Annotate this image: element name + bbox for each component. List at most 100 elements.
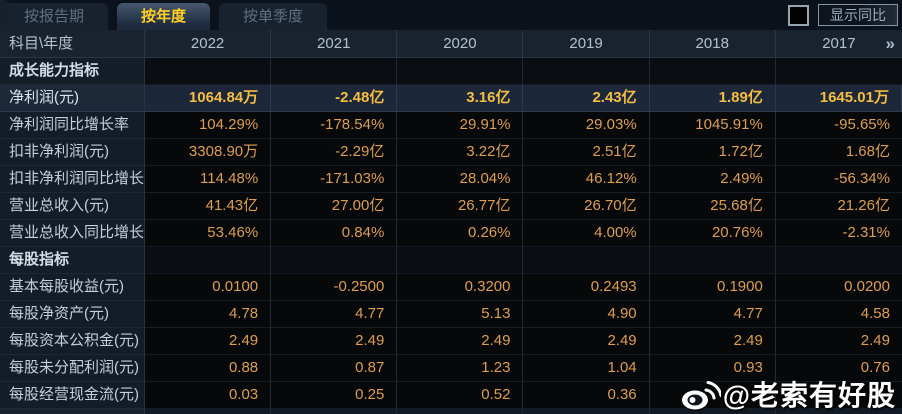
cell-value: 26.77亿 [397,193,524,220]
cell-value: 4.77 [271,301,398,328]
table-row: 扣非净利润(元) 3308.90万 -2.29亿 3.22亿 2.51亿 1.72亿 1.6… [0,139,902,166]
cell-value: 0.52 [397,382,524,409]
cell-value [775,382,902,409]
cell-value: 4.00% [523,220,650,247]
cell-value: 2.49 [271,328,398,355]
cell-value: 3308.90万 [145,139,272,166]
cell-value: 2.49 [397,328,524,355]
cell-value [649,382,776,409]
cell-value: 1.89亿 [649,85,776,112]
cell-value: 0.87 [271,355,398,382]
cell-value [649,58,776,85]
cell-value: 3.16亿 [397,85,524,112]
table-row: 成长能力指标 [0,58,902,85]
cell-value [271,58,398,85]
row-label: 每股资本公积金(元) [0,328,145,355]
cell-value: 2.51亿 [523,139,650,166]
row-label: 基本每股收益(元) [0,274,145,301]
tab-by-report-period[interactable]: 按报告期 [0,3,109,30]
cell-value: 1.04 [523,355,650,382]
cell-value: 2.49 [145,328,272,355]
cell-value: 0.25 [271,382,398,409]
row-label: 营业总收入(元) [0,193,145,220]
cell-value: 46.12% [523,166,650,193]
more-columns-icon[interactable]: » [885,34,895,53]
row-label: 每股净资产(元) [0,301,145,328]
cell-value: 1064.84万 [145,85,272,112]
table-row: 营业总收入同比增长率 53.46% 0.84% 0.26% 4.00% 20.76% -2.… [0,220,902,247]
cell-value: 0.1900 [649,274,776,301]
row-label: 成长能力指标 [0,58,145,85]
cell-value [775,247,902,274]
table-body: 成长能力指标 净利润(元) 1064.84万 -2.48亿 3.16亿 2.43亿 1.89… [0,58,902,409]
cell-value: 2.49 [523,328,650,355]
cell-value: 3.22亿 [397,139,524,166]
cell-value: 2.49 [775,328,902,355]
cell-value: 0.3200 [397,274,524,301]
period-tabbar: 按报告期 按年度 按单季度 显示同比 [0,0,902,30]
table-row: 基本每股收益(元) 0.0100 -0.2500 0.3200 0.2493 0.1900… [0,274,902,301]
row-label: 净利润(元) [0,85,145,112]
cell-value [271,247,398,274]
row-label: 营业总收入同比增长率 [0,220,145,247]
cell-value [145,247,272,274]
cell-value: 0.0200 [775,274,902,301]
cell-value: -2.29亿 [271,139,398,166]
cell-value: 0.84% [271,220,398,247]
row-label: 每股经营现金流(元) [0,382,145,409]
table-header-row: 科目\年度 2022 2021 2020 2019 2018 2017 » [0,30,902,58]
tab-by-year[interactable]: 按年度 [117,3,211,30]
show-yoy-checkbox[interactable] [788,4,809,26]
row-label: 扣非净利润(元) [0,139,145,166]
tab-by-single-quarter[interactable]: 按单季度 [219,3,328,30]
cell-value: 5.13 [397,301,524,328]
year-column-header: 2021 [271,30,398,57]
cell-value: 29.03% [523,112,650,139]
cell-value: -0.2500 [271,274,398,301]
cell-value: 41.43亿 [145,193,272,220]
table-row: 每股净资产(元) 4.78 4.77 5.13 4.90 4.77 4.58 [0,301,902,328]
cell-value: -171.03% [271,166,398,193]
table-row: 每股资本公积金(元) 2.49 2.49 2.49 2.49 2.49 2.49 [0,328,902,355]
cell-value: 20.76% [649,220,776,247]
row-label: 净利润同比增长率 [0,112,145,139]
cell-value: 28.04% [397,166,524,193]
cell-value: 2.49 [649,328,776,355]
cell-value: 27.00亿 [271,193,398,220]
table-row: 每股经营现金流(元) 0.03 0.25 0.52 0.36 [0,382,902,409]
table-row: 净利润(元) 1064.84万 -2.48亿 3.16亿 2.43亿 1.89亿 1645.… [0,85,902,112]
cell-value: 1045.91% [649,112,776,139]
corner-header: 科目\年度 [0,30,145,57]
cell-value: 0.2493 [523,274,650,301]
cell-value: 0.93 [649,355,776,382]
cell-value: 0.03 [145,382,272,409]
year-column-header: 2020 [397,30,524,57]
cell-value: 21.26亿 [775,193,902,220]
table-row: 净利润同比增长率 104.29% -178.54% 29.91% 29.03% 1045.… [0,112,902,139]
table-row: 每股未分配利润(元) 0.88 0.87 1.23 1.04 0.93 0.76 [0,355,902,382]
row-label: 每股未分配利润(元) [0,355,145,382]
cell-value: 0.0100 [145,274,272,301]
cell-value: -2.31% [775,220,902,247]
cell-value: 4.90 [523,301,650,328]
cell-value [649,247,776,274]
cell-value: 1645.01万 [775,85,902,112]
row-label: 每股指标 [0,247,145,274]
table-row: 扣非净利润同比增长率 114.48% -171.03% 28.04% 46.12% 2.4… [0,166,902,193]
cell-value: 29.91% [397,112,524,139]
year-column-header: 2017 » [776,30,902,57]
cell-value: -95.65% [775,112,902,139]
cell-value: 1.23 [397,355,524,382]
year-column-header: 2019 [523,30,650,57]
cell-value [523,247,650,274]
cell-value: -178.54% [271,112,398,139]
cell-value: 1.72亿 [649,139,776,166]
year-column-header: 2018 [650,30,776,57]
year-column-header: 2022 [145,30,272,57]
cell-value: 4.78 [145,301,272,328]
show-yoy-button[interactable]: 显示同比 [818,4,898,26]
cell-value: 0.76 [775,355,902,382]
cell-value: 53.46% [145,220,272,247]
cell-value: 0.26% [397,220,524,247]
